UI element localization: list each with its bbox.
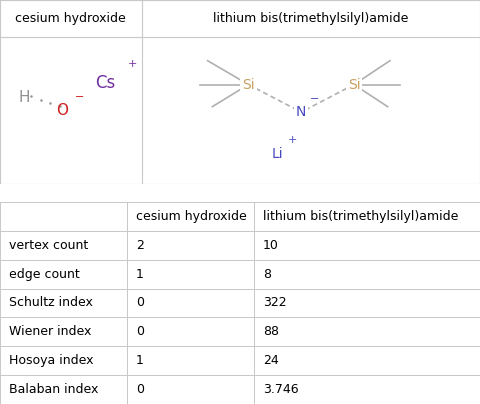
Text: Balaban index: Balaban index xyxy=(9,383,98,396)
Text: −: − xyxy=(310,94,319,104)
Text: 0: 0 xyxy=(136,383,144,396)
Text: 24: 24 xyxy=(263,354,279,367)
Text: Cs: Cs xyxy=(96,74,116,92)
Text: Hosoya index: Hosoya index xyxy=(9,354,93,367)
Text: +: + xyxy=(127,59,137,69)
Text: 322: 322 xyxy=(263,297,287,309)
Text: −: − xyxy=(74,93,84,103)
Text: vertex count: vertex count xyxy=(9,239,88,252)
Text: 0: 0 xyxy=(136,297,144,309)
Text: lithium bis(trimethylsilyl)amide: lithium bis(trimethylsilyl)amide xyxy=(263,210,458,223)
Text: Si: Si xyxy=(242,78,255,92)
Text: 0: 0 xyxy=(136,325,144,339)
Text: N: N xyxy=(296,105,306,119)
Text: 1: 1 xyxy=(136,354,144,367)
Text: Li: Li xyxy=(271,147,283,162)
Text: 88: 88 xyxy=(263,325,279,339)
Text: H: H xyxy=(18,90,30,105)
Text: Schultz index: Schultz index xyxy=(9,297,93,309)
Text: 1: 1 xyxy=(136,267,144,281)
Text: cesium hydroxide: cesium hydroxide xyxy=(136,210,247,223)
Text: 10: 10 xyxy=(263,239,279,252)
Text: +: + xyxy=(288,135,297,145)
Text: cesium hydroxide: cesium hydroxide xyxy=(15,12,126,25)
Text: 2: 2 xyxy=(136,239,144,252)
Text: edge count: edge count xyxy=(9,267,79,281)
Text: Si: Si xyxy=(348,78,360,92)
Text: lithium bis(trimethylsilyl)amide: lithium bis(trimethylsilyl)amide xyxy=(213,12,408,25)
Text: Wiener index: Wiener index xyxy=(9,325,91,339)
Text: 8: 8 xyxy=(263,267,271,281)
Text: O: O xyxy=(57,103,69,118)
Text: 3.746: 3.746 xyxy=(263,383,299,396)
